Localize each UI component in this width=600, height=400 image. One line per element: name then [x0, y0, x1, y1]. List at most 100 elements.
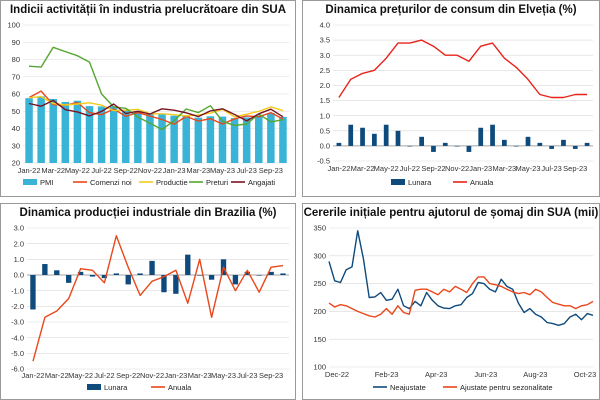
x-tick-label: Jul-23 — [541, 164, 561, 173]
y-tick-label: -2.0 — [11, 302, 24, 311]
bar-lunara — [137, 273, 143, 275]
bar-lunara — [30, 275, 36, 310]
y-tick-label: 3.5 — [320, 36, 330, 45]
line-anuala — [338, 39, 588, 99]
y-tick-label: 1.0 — [14, 255, 24, 264]
x-tick-label: Jan-22 — [21, 371, 44, 380]
y-tick-label: 30 — [12, 141, 20, 150]
bar-pmi — [218, 116, 227, 163]
y-tick-label: -5.0 — [11, 349, 24, 358]
bar-pmi — [61, 101, 70, 163]
y-tick-label: 200 — [313, 307, 326, 316]
bar-lunara — [161, 275, 167, 293]
bar-pmi — [182, 115, 190, 163]
legend-label: Productie — [156, 178, 188, 187]
bar-lunara — [466, 145, 472, 152]
line-ajustate-pentru-sezonalitate — [328, 276, 594, 318]
y-tick-label: 50 — [12, 107, 20, 116]
bar-lunara — [348, 124, 354, 146]
us-jobless-claims-chart: 100 150 200 250 300 350 Dec-22 Feb-23 Apr-23 Jun-… — [313, 224, 597, 392]
x-tick-label: Mar-23 — [188, 371, 212, 380]
x-tick-label: Sep-23 — [259, 371, 283, 380]
bar-pmi — [134, 110, 142, 163]
bar-lunara — [407, 145, 413, 147]
chart-title: Dinamica prețurilor de consum din Elveți… — [325, 4, 577, 16]
chart-title: Cererile inițiale pentru ajutorul de șom… — [303, 207, 599, 219]
y-tick-label: 0.5 — [320, 126, 330, 135]
legend-swatch — [391, 179, 405, 185]
y-tick-label: -1.0 — [11, 286, 24, 295]
bar-pmi — [109, 106, 118, 163]
chart-panel-swiss-cpi: Dinamica prețurilor de consum din Elveți… — [302, 0, 600, 197]
y-tick-label: 70 — [12, 72, 20, 81]
legend-label: Ajustate pentru sezonalitate — [460, 383, 553, 392]
y-tick-label: -3.0 — [11, 318, 24, 327]
y-tick-label: 2.0 — [320, 81, 330, 90]
x-tick-label: Nov-22 — [138, 166, 162, 175]
y-tick-label: 150 — [313, 335, 326, 344]
bar-lunara — [244, 271, 250, 275]
x-tick-label: Mar-22 — [45, 371, 69, 380]
chart-panel-us-manufacturing: Indicii activității în industria prelucr… — [0, 0, 296, 197]
x-tick-label: Oct-23 — [574, 370, 597, 379]
x-tick-label: Jul-23 — [237, 371, 257, 380]
bar-pmi — [122, 109, 130, 163]
x-tick-label: Jun-23 — [474, 370, 497, 379]
bar-lunara — [431, 145, 436, 152]
y-tick-label: 80 — [12, 55, 20, 64]
bar-lunara — [537, 142, 543, 146]
x-tick-label: Nov-22 — [445, 164, 469, 173]
bar-lunara — [197, 275, 203, 276]
bar-lunara — [336, 142, 342, 146]
bar-lunara — [513, 145, 519, 147]
x-tick-label: Dec-22 — [325, 370, 349, 379]
x-tick-label: Mar-23 — [492, 164, 516, 173]
bar-lunara — [584, 142, 590, 146]
x-tick-label: May-23 — [210, 166, 235, 175]
x-tick-label: May-22 — [68, 371, 93, 380]
bar-lunara — [208, 275, 215, 280]
bar-lunara — [442, 142, 448, 146]
bar-pmi — [279, 116, 287, 163]
bar-pmi — [170, 115, 178, 163]
bar-lunara — [89, 275, 96, 277]
x-tick-label: Aug-23 — [523, 370, 547, 379]
bar-lunara — [561, 139, 566, 146]
y-tick-label: -0.5 — [317, 157, 330, 166]
legend-label: Anuala — [470, 178, 494, 187]
y-tick-label: 60 — [12, 90, 20, 99]
y-tick-label: -6.0 — [11, 365, 24, 374]
bar-lunara — [54, 270, 60, 275]
y-tick-label: 3.0 — [320, 51, 330, 60]
legend-label: Anuala — [168, 383, 192, 392]
x-tick-label: Jan-22 — [18, 166, 41, 175]
bar-pmi — [97, 106, 106, 163]
legend-label: Neajustate — [390, 383, 426, 392]
brazil-industrial-chart: -6.0 -5.0 -4.0 -3.0 -2.0 -1.0 0.0 1.0 2.0 3.0 Jan-… — [11, 224, 289, 392]
legend-label: Preturi — [206, 178, 228, 187]
x-tick-label: Jan-23 — [469, 164, 492, 173]
bar-pmi — [242, 117, 251, 163]
bar-pmi — [194, 117, 203, 163]
bar-lunara — [478, 127, 484, 146]
bar-lunara — [77, 271, 84, 275]
bar-pmi — [158, 114, 166, 163]
legend-label: Comenzi noi — [90, 178, 132, 187]
x-tick-label: Mar-22 — [41, 166, 65, 175]
bar-lunara — [395, 130, 401, 146]
bar-lunara — [280, 273, 286, 275]
line-angajati — [28, 99, 284, 122]
bar-lunara — [572, 145, 578, 149]
bar-lunara — [372, 133, 377, 146]
legend-label: Lunara — [104, 383, 128, 392]
legend-label: Lunara — [408, 178, 432, 187]
line-anuala — [32, 235, 284, 362]
bar-lunara — [502, 139, 507, 146]
y-tick-label: 20 — [12, 159, 20, 168]
x-tick-label: Mar-23 — [186, 166, 210, 175]
y-tick-label: -4.0 — [11, 333, 24, 342]
y-tick-label: 0.0 — [14, 271, 24, 280]
x-tick-label: Nov-22 — [140, 371, 164, 380]
